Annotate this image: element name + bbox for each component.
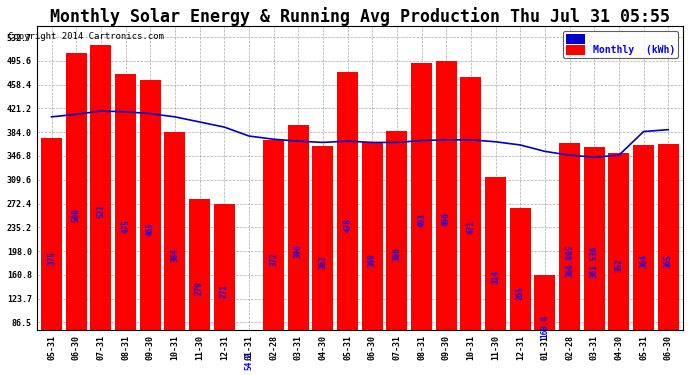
Bar bbox=[239, 343, 259, 375]
Text: 365: 365 bbox=[664, 254, 673, 268]
Text: 465: 465 bbox=[146, 222, 155, 236]
Bar bbox=[164, 132, 186, 375]
Text: 271: 271 bbox=[220, 284, 229, 298]
Text: 493: 493 bbox=[417, 213, 426, 227]
Bar bbox=[362, 142, 383, 375]
Text: 475: 475 bbox=[121, 219, 130, 233]
Text: Copyright 2014 Cartronics.com: Copyright 2014 Cartronics.com bbox=[8, 32, 164, 41]
Text: 352: 352 bbox=[614, 258, 624, 272]
Text: 279: 279 bbox=[195, 282, 204, 296]
Bar bbox=[633, 145, 654, 375]
Text: 386: 386 bbox=[393, 248, 402, 261]
Bar bbox=[460, 76, 482, 375]
Bar bbox=[559, 143, 580, 375]
Text: 362: 362 bbox=[318, 255, 328, 269]
Bar bbox=[658, 144, 679, 375]
Text: 372: 372 bbox=[269, 252, 278, 266]
Legend: Average  (kWh), Monthly  (kWh): Average (kWh), Monthly (kWh) bbox=[563, 31, 678, 58]
Bar bbox=[115, 74, 136, 375]
Bar bbox=[584, 147, 604, 375]
Text: 54.2: 54.2 bbox=[244, 351, 253, 369]
Bar bbox=[214, 204, 235, 375]
Text: 471: 471 bbox=[466, 220, 475, 234]
Text: 508: 508 bbox=[72, 209, 81, 222]
Bar bbox=[90, 45, 111, 375]
Text: 521: 521 bbox=[97, 204, 106, 218]
Text: 314: 314 bbox=[491, 270, 500, 284]
Bar bbox=[411, 63, 432, 375]
Bar bbox=[313, 146, 333, 375]
Bar bbox=[337, 72, 358, 375]
Bar bbox=[510, 208, 531, 375]
Bar bbox=[189, 199, 210, 375]
Bar bbox=[140, 80, 161, 375]
Bar bbox=[436, 61, 457, 375]
Bar bbox=[609, 153, 629, 375]
Title: Monthly Solar Energy & Running Avg Production Thu Jul 31 05:55: Monthly Solar Energy & Running Avg Produ… bbox=[50, 7, 670, 26]
Text: 496: 496 bbox=[442, 212, 451, 226]
Bar bbox=[66, 53, 87, 375]
Text: 361.536: 361.536 bbox=[590, 246, 599, 278]
Bar bbox=[535, 275, 555, 375]
Text: 478: 478 bbox=[343, 218, 352, 232]
Text: 396: 396 bbox=[294, 244, 303, 258]
Bar bbox=[263, 140, 284, 375]
Text: 364: 364 bbox=[639, 254, 648, 268]
Text: 366.805: 366.805 bbox=[565, 244, 574, 277]
Bar bbox=[386, 131, 407, 375]
Text: 369: 369 bbox=[368, 253, 377, 267]
Bar bbox=[485, 177, 506, 375]
Bar bbox=[288, 124, 308, 375]
Text: 160.8: 160.8 bbox=[540, 315, 549, 338]
Text: 375: 375 bbox=[47, 251, 56, 265]
Text: 384: 384 bbox=[170, 248, 179, 262]
Text: 265: 265 bbox=[515, 286, 525, 300]
Bar bbox=[41, 138, 62, 375]
